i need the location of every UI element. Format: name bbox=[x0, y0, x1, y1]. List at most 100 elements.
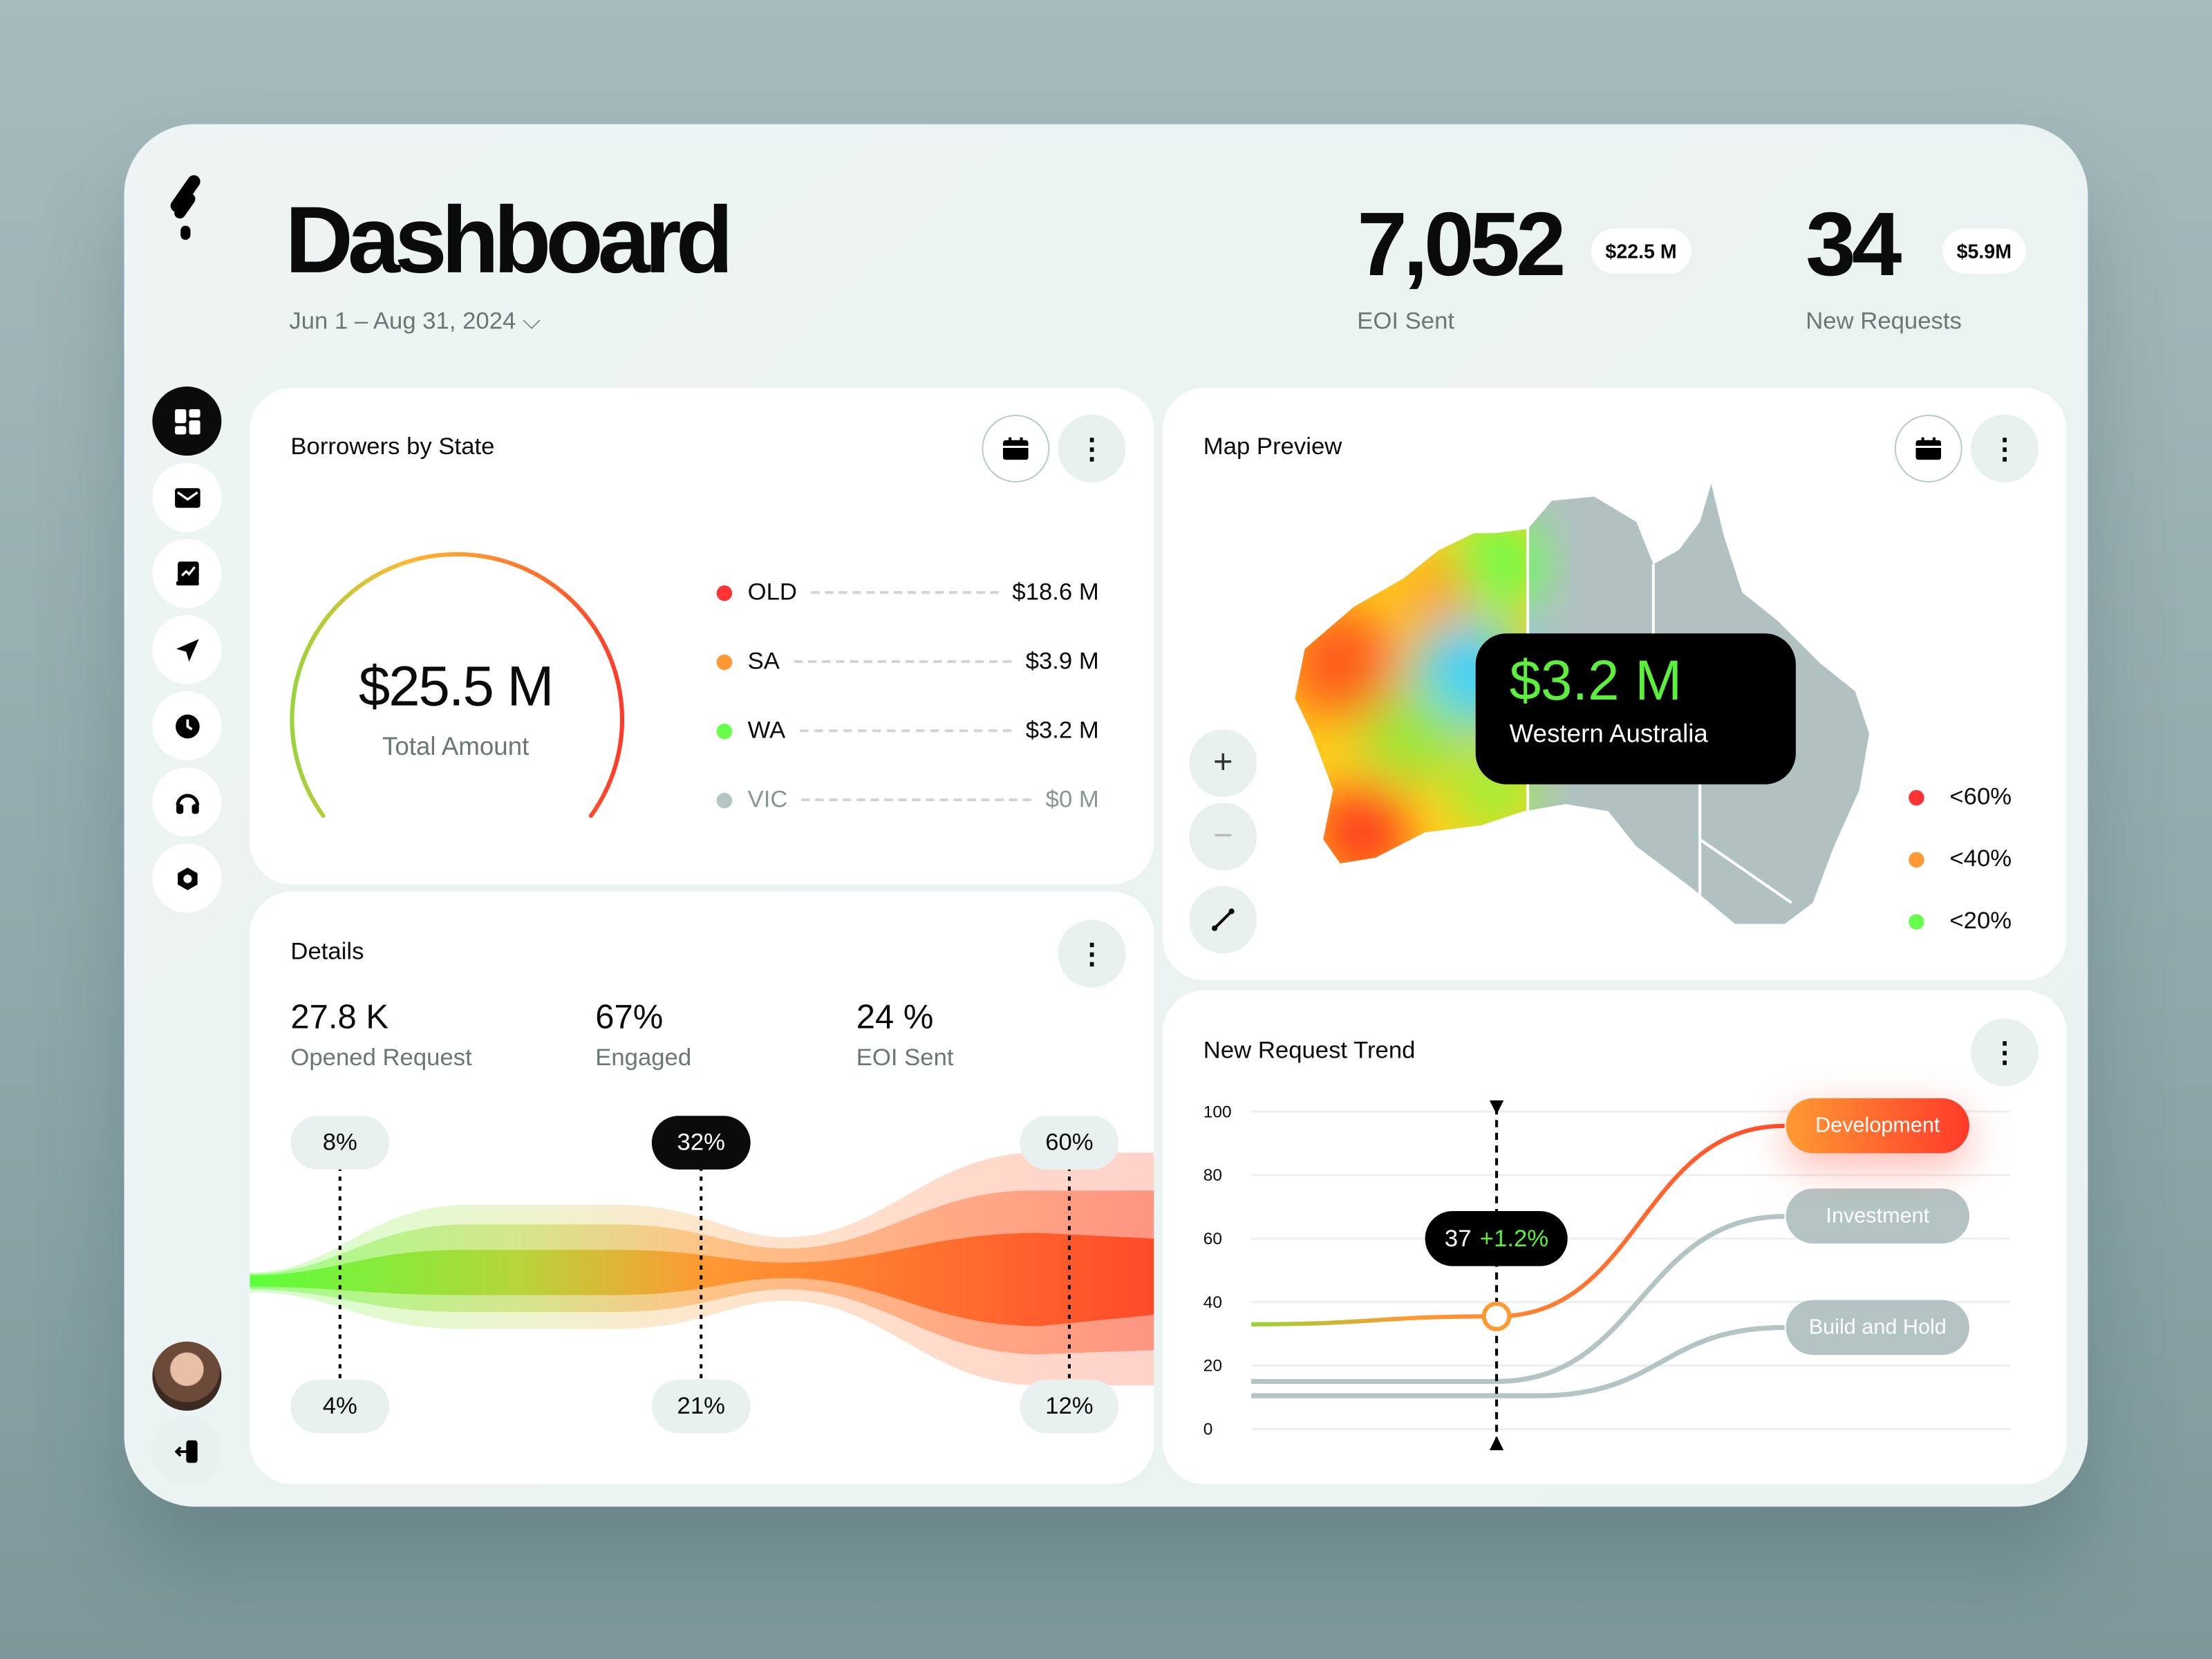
more-vertical-icon: ⋮ bbox=[1990, 433, 2019, 465]
metric-value: 67% bbox=[595, 998, 664, 1037]
state-name: WA bbox=[747, 716, 786, 744]
map-legend-item: <40% bbox=[1909, 845, 2012, 873]
sidebar-item-history[interactable] bbox=[152, 691, 222, 760]
y-tick-label: 40 bbox=[1203, 1292, 1223, 1312]
legend-label: <60% bbox=[1949, 782, 2012, 810]
flow-band-inner bbox=[250, 1232, 1154, 1327]
headset-icon bbox=[175, 793, 199, 814]
calendar-button[interactable] bbox=[1894, 414, 1962, 482]
funnel-flow-chart bbox=[250, 1152, 1154, 1386]
series-label[interactable]: Development bbox=[1785, 1098, 1969, 1154]
zoom-in-button[interactable]: + bbox=[1189, 729, 1257, 798]
calendar-icon bbox=[1003, 437, 1029, 460]
sidebar-item-settings[interactable] bbox=[152, 843, 222, 913]
crosshair-top-handle[interactable] bbox=[1489, 1100, 1504, 1115]
report-icon bbox=[176, 561, 198, 585]
data-point-marker[interactable] bbox=[1481, 1301, 1512, 1331]
sidebar-item-support[interactable] bbox=[152, 767, 222, 837]
sidebar-item-dashboard[interactable] bbox=[152, 386, 222, 456]
more-vertical-icon: ⋮ bbox=[1078, 433, 1106, 465]
legend-dot bbox=[1909, 851, 1924, 868]
flow-top-pill-highlight: 32% bbox=[651, 1116, 751, 1170]
minus-icon: − bbox=[1213, 816, 1233, 855]
calendar-button[interactable] bbox=[982, 414, 1050, 482]
tooltip-value: $3.2 M bbox=[1509, 650, 1683, 713]
kpi-eoi-badge: $22.5 M bbox=[1591, 228, 1691, 274]
metric-eoi: 24 % EOI Sent bbox=[856, 999, 954, 1072]
map-legend-item: <20% bbox=[1909, 907, 2012, 935]
metric-label: Opened Request bbox=[290, 1044, 472, 1071]
more-options-button[interactable]: ⋮ bbox=[1970, 414, 2038, 482]
kpi-eoi-label: EOI Sent bbox=[1357, 307, 1455, 335]
state-dot bbox=[716, 791, 733, 808]
state-name: VIC bbox=[747, 785, 788, 813]
zoom-out-button[interactable]: − bbox=[1189, 803, 1257, 871]
sidebar-item-reports[interactable] bbox=[152, 538, 222, 608]
borrowers-title: Borrowers by State bbox=[290, 433, 495, 460]
state-row-vic: VIC $0 M bbox=[715, 783, 1099, 817]
logout-icon bbox=[174, 1439, 197, 1463]
more-vertical-icon: ⋮ bbox=[1990, 1038, 2019, 1069]
y-tick-label: 100 bbox=[1203, 1101, 1232, 1122]
trend-title: New Request Trend bbox=[1203, 1036, 1416, 1064]
more-options-button[interactable]: ⋮ bbox=[1058, 414, 1126, 482]
state-value: $0 M bbox=[1045, 785, 1099, 813]
total-amount-label: Total Amount bbox=[382, 732, 529, 760]
logout-button[interactable] bbox=[152, 1416, 222, 1485]
state-row-sa: SA $3.9 M bbox=[715, 645, 1099, 679]
legend-dot bbox=[1909, 913, 1924, 929]
tooltip-label: Western Australia bbox=[1509, 719, 1708, 748]
logo-icon bbox=[170, 175, 200, 240]
y-tick-label: 80 bbox=[1203, 1165, 1223, 1185]
map-tooltip: $3.2 M Western Australia bbox=[1475, 633, 1796, 785]
total-gauge bbox=[290, 552, 625, 818]
sidebar-item-send[interactable] bbox=[152, 615, 222, 684]
gauge-arc bbox=[290, 552, 625, 818]
series-label[interactable]: Build and Hold bbox=[1785, 1300, 1969, 1356]
dashboard-icon bbox=[174, 408, 200, 434]
state-value: $18.6 M bbox=[1012, 578, 1099, 606]
state-row-old: OLD $18.6 M bbox=[715, 576, 1099, 610]
sidebar-item-mail[interactable] bbox=[152, 462, 222, 532]
flow-bottom-pill: 21% bbox=[651, 1379, 751, 1434]
more-options-button[interactable]: ⋮ bbox=[1058, 919, 1126, 988]
chart-tooltip: 37 +1.2% bbox=[1425, 1211, 1568, 1266]
legend-dot bbox=[1909, 789, 1924, 805]
date-range-label: Jun 1 – Aug 31, 2024 bbox=[289, 307, 516, 335]
y-tick-label: 60 bbox=[1203, 1228, 1223, 1249]
state-value: $3.2 M bbox=[1025, 716, 1099, 744]
legend-label: <20% bbox=[1949, 907, 2012, 935]
crosshair-bottom-handle[interactable] bbox=[1489, 1436, 1504, 1450]
flow-top-pill: 60% bbox=[1020, 1116, 1119, 1170]
flow-top-pill: 8% bbox=[290, 1116, 390, 1170]
calendar-icon bbox=[1915, 437, 1942, 460]
metric-value: 24 % bbox=[856, 998, 934, 1037]
state-value: $3.9 M bbox=[1025, 647, 1099, 675]
total-amount-value: $25.5 M bbox=[358, 655, 554, 718]
series-label[interactable]: Investment bbox=[1785, 1188, 1969, 1244]
more-options-button[interactable]: ⋮ bbox=[1970, 1018, 2038, 1087]
state-row-wa: WA $3.2 M bbox=[715, 714, 1099, 748]
more-vertical-icon: ⋮ bbox=[1078, 939, 1106, 971]
expand-button[interactable] bbox=[1189, 885, 1257, 954]
clock-icon bbox=[175, 713, 199, 738]
y-tick-label: 0 bbox=[1203, 1419, 1213, 1439]
state-name: SA bbox=[747, 647, 780, 675]
send-icon bbox=[176, 638, 198, 662]
metric-value: 27.8 K bbox=[290, 998, 389, 1037]
series-line-investment bbox=[1251, 1214, 1785, 1385]
mail-icon bbox=[174, 487, 200, 507]
region-western-australia-heatmap bbox=[1295, 483, 1545, 924]
date-range-picker[interactable]: Jun 1 – Aug 31, 2024 ⌵ bbox=[289, 308, 541, 336]
avatar[interactable] bbox=[152, 1341, 222, 1411]
details-title: Details bbox=[290, 938, 364, 965]
metric-label: Engaged bbox=[595, 1044, 692, 1071]
legend-label: <40% bbox=[1949, 845, 2012, 872]
details-card: Details ⋮ 27.8 K Opened Request 67% Engage… bbox=[250, 891, 1154, 1484]
kpi-requests-label: New Requests bbox=[1806, 307, 1962, 335]
flow-bottom-pill: 4% bbox=[290, 1379, 390, 1434]
chevron-down-icon: ⌵ bbox=[522, 307, 541, 335]
kpi-requests-value: 34 bbox=[1806, 193, 1902, 295]
kpi-eoi-value: 7,052 bbox=[1357, 193, 1566, 295]
